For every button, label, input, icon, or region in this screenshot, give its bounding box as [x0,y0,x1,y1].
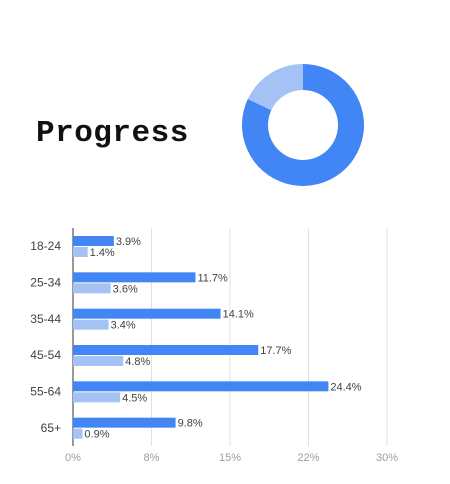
bar [73,356,124,366]
bar [73,381,329,392]
data-label: 14.1% [223,309,254,321]
x-tick-label: 8% [144,452,160,464]
page-title: Progress [36,116,189,151]
donut-slice-1 [241,64,364,186]
data-label: 3.9% [116,236,141,248]
category-label: 18-24 [30,239,61,253]
data-label: 4.5% [122,392,147,404]
category-label: 65+ [41,421,61,435]
x-tick-label: 30% [376,452,398,464]
donut-slice-2 [247,63,303,111]
data-label: 4.8% [125,356,150,368]
bar [73,319,109,330]
data-label: 1.4% [90,247,115,259]
bar [73,345,259,355]
bar [73,417,176,428]
bar [73,428,83,439]
data-label: 11.7% [197,272,228,284]
data-label: 17.7% [260,345,291,357]
x-tick-label: 0% [65,452,81,464]
bar [73,247,88,257]
data-label: 3.6% [113,283,138,295]
category-label: 45-54 [30,348,61,362]
data-label: 9.8% [178,418,203,430]
data-label: 3.4% [111,320,136,332]
x-tick-label: 15% [219,452,241,464]
bar [73,236,114,246]
data-label: 24.4% [330,381,361,393]
x-tick-label: 22% [297,452,319,464]
category-label: 25-34 [30,276,61,290]
bar [73,272,196,283]
bar [73,283,111,294]
data-label: 0.9% [84,429,109,441]
category-label: 35-44 [30,312,61,326]
category-label: 55-64 [30,385,61,399]
bar [73,308,221,319]
bar [73,392,121,403]
